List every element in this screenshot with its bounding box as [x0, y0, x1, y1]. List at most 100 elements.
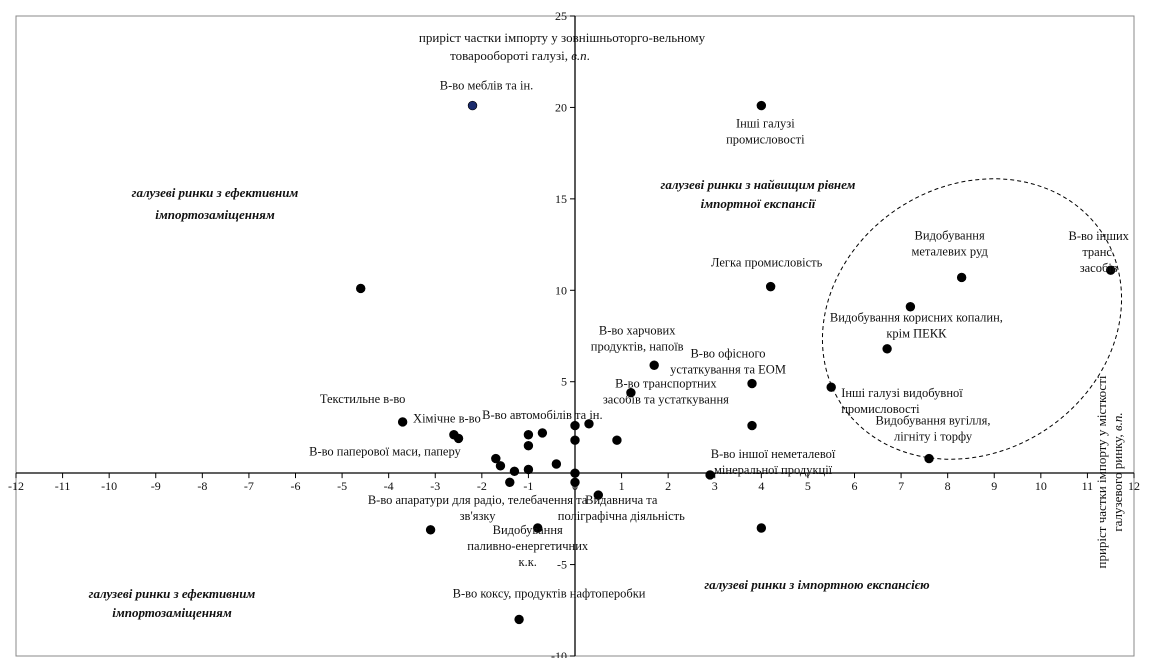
- data-point: [905, 302, 916, 312]
- x-tick-label: -11: [55, 479, 71, 493]
- y-tick-label: -10: [551, 649, 567, 658]
- y-tick-label: 25: [555, 9, 567, 23]
- data-point: [533, 523, 543, 533]
- data-point: [747, 378, 757, 389]
- data-point: [523, 464, 534, 475]
- svg-text:імпортної експансії: імпортної експансії: [701, 196, 817, 211]
- x-tick-label: -7: [244, 479, 254, 493]
- x-tick-label: -10: [101, 479, 117, 493]
- x-tick-label: 7: [898, 479, 904, 493]
- point-label: В-во меблів та ін.: [440, 79, 534, 93]
- point-label: Текстильне в-во: [320, 392, 406, 406]
- data-point: [467, 100, 478, 111]
- point-labels: В-во меблів та ін. Інші галузі промисловос…: [309, 79, 1130, 601]
- data-point: [356, 283, 366, 294]
- data-point: [523, 430, 534, 440]
- data-point: [453, 433, 464, 444]
- point-label: В-во іншої неметалевої мінеральної продук…: [711, 447, 836, 477]
- point-label: В-во харчових продуктів, напоїв: [591, 323, 684, 353]
- x-tick-label: -9: [151, 479, 161, 493]
- x-tick-label: 11: [1082, 479, 1094, 493]
- expansion-cluster-ellipse: [821, 178, 1123, 460]
- quadrant-label-bottom-right: галузеві ринки з імпортною експансією: [704, 577, 930, 592]
- data-point: [593, 490, 603, 500]
- y-tick-label: 15: [555, 192, 567, 206]
- data-point: [765, 281, 776, 292]
- data-point: [649, 360, 659, 370]
- y-tick-label: -5: [557, 558, 567, 572]
- x-tick-label: 6: [852, 479, 858, 493]
- point-label: Інші галузі видобувної промисловості: [841, 386, 963, 416]
- data-point: [612, 435, 622, 445]
- y-tick-label: 10: [555, 283, 567, 297]
- data-point: [705, 470, 715, 480]
- point-label: Хімічне в-во: [413, 412, 481, 426]
- svg-text:імпортозаміщенням: імпортозаміщенням: [112, 605, 232, 620]
- data-point: [570, 435, 580, 445]
- data-point: [514, 614, 524, 625]
- data-point: [491, 453, 501, 464]
- point-label: В-во апаратури для радіо, телебачення та…: [368, 493, 588, 523]
- data-point: [756, 100, 767, 111]
- data-point: [747, 420, 757, 431]
- x-tick-label: -3: [430, 479, 440, 493]
- x-tick-label: 1: [619, 479, 625, 493]
- quadrant-label-bottom-left: галузеві ринки з ефективним імпортозаміщ…: [89, 586, 256, 620]
- point-label: В-во автомобілів та ін.: [482, 408, 602, 422]
- data-point: [523, 441, 534, 451]
- svg-text:галузеві ринки з ефективним: галузеві ринки з ефективним: [89, 586, 256, 601]
- svg-text:галузеві ринки з найвищим рівн: галузеві ринки з найвищим рівнем: [661, 177, 856, 192]
- quadrant-label-top-left: галузеві ринки з ефективним імпортозаміщ…: [132, 185, 299, 222]
- point-label: Видавнича та поліграфічна діяльність: [558, 493, 685, 523]
- point-label: Видобування корисних копалин, крім ПЕКК: [830, 311, 1003, 341]
- point-label: Видобування паливно-енергетичних к.к.: [467, 523, 589, 569]
- x-tick-label: -5: [337, 479, 347, 493]
- x-tick-label: 8: [945, 479, 951, 493]
- x-tick-label: -8: [197, 479, 207, 493]
- x-tick-label: 5: [805, 479, 811, 493]
- x-tick-label: -1: [523, 479, 533, 493]
- point-label: В-во транспортних засобів та устаткування: [603, 377, 729, 407]
- x-axis-title: приріст частки імпорту у місткості галуз…: [1094, 375, 1125, 568]
- x-tick-label: -2: [477, 479, 487, 493]
- data-point: [882, 344, 892, 354]
- x-tick-label: 4: [758, 479, 764, 493]
- x-tick-label: 12: [1128, 479, 1140, 493]
- data-point: [924, 453, 934, 464]
- svg-text:галузеві ринки з ефективним: галузеві ринки з ефективним: [132, 185, 299, 200]
- svg-text:імпортозаміщенням: імпортозаміщенням: [155, 207, 275, 222]
- svg-text:приріст частки імпорту у зовні: приріст частки імпорту у зовнішньоторго-…: [419, 30, 706, 45]
- data-point: [495, 461, 506, 471]
- svg-text:галузеві ринки з імпортною екс: галузеві ринки з імпортною експансією: [704, 577, 930, 592]
- data-point: [626, 387, 636, 398]
- point-label: В-во коксу, продуктів нафтоперобки: [453, 586, 646, 600]
- point-label: Інші галузі промисловості: [726, 117, 805, 147]
- x-tick-label: -4: [384, 479, 394, 493]
- point-label: В-во офісного устаткування та ЕОМ: [670, 347, 786, 377]
- x-tick-label: 9: [991, 479, 997, 493]
- data-points: [356, 100, 1116, 625]
- y-ticks: -10 -5 5 10 15 20 25: [551, 9, 575, 658]
- data-point: [509, 466, 520, 477]
- data-point: [956, 272, 967, 283]
- svg-text:товарообороті галузі, в.п.: товарообороті галузі, в.п.: [450, 48, 590, 63]
- data-point: [570, 420, 580, 431]
- data-point: [1106, 265, 1116, 275]
- quadrant-label-top-right: галузеві ринки з найвищим рівнем імпортн…: [661, 177, 856, 211]
- x-tick-label: -12: [8, 479, 24, 493]
- data-point: [425, 525, 436, 535]
- y-tick-label: 20: [555, 100, 567, 114]
- data-point: [826, 382, 836, 392]
- data-point: [397, 417, 408, 427]
- svg-text:приріст частки імпорту у містк: приріст частки імпорту у місткості: [1094, 375, 1109, 568]
- data-point: [570, 477, 580, 487]
- data-point: [570, 468, 580, 478]
- y-tick-label: 5: [561, 375, 567, 389]
- data-point: [505, 477, 515, 487]
- point-label: Видобування вугілля, лігніту і торфу: [876, 414, 991, 444]
- point-label: Легка промисловість: [711, 256, 823, 270]
- data-point: [756, 523, 767, 533]
- x-tick-label: -6: [291, 479, 301, 493]
- svg-text:галузевого ринку, в.п.: галузевого ринку, в.п.: [1110, 412, 1125, 531]
